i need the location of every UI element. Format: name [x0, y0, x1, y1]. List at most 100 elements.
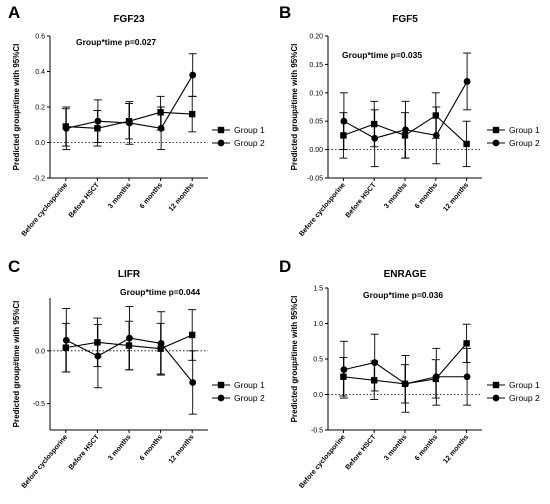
x-tick-label: 3 months: [107, 182, 132, 210]
panel-letter: D: [279, 257, 291, 276]
legend-label: Group 2: [234, 393, 265, 403]
legend-marker: [217, 126, 225, 134]
x-tick-label: Before cyclosporine: [298, 434, 347, 490]
panel-title: FGF23: [113, 14, 145, 25]
series-group-1: [61, 309, 197, 375]
y-axis-label: Predicted group#time with 95%CI: [12, 44, 21, 171]
y-axis-label: Predicted group#time with 95%CI: [12, 301, 21, 428]
series-group-2: [339, 52, 472, 168]
data-point: [189, 71, 197, 79]
y-axis-label: Predicted group#time with 95%CI: [290, 296, 299, 423]
legend-entry: Group 1: [212, 125, 265, 135]
x-tick-label: 3 months: [107, 434, 132, 462]
x-tick-label: Before cyclosporine: [298, 182, 347, 238]
y-tick-label: 0.10: [309, 90, 323, 97]
panel-title: LIFR: [118, 269, 141, 280]
series-group-2: [62, 53, 197, 151]
y-tick-label: 0.5: [313, 357, 323, 364]
data-point: [340, 373, 347, 380]
data-point: [432, 112, 439, 119]
data-point: [62, 336, 70, 344]
x-tick-label: 12 months: [168, 434, 196, 465]
data-point: [94, 125, 101, 132]
legend-marker: [217, 381, 225, 389]
y-tick-label: 0.15: [309, 62, 323, 69]
data-point: [432, 132, 440, 139]
data-point: [157, 124, 165, 132]
x-tick-label: 3 months: [383, 434, 408, 462]
legend-entry: Group 2: [212, 138, 265, 148]
data-point: [463, 340, 470, 347]
y-tick-label: 0.0: [35, 140, 45, 147]
x-tick-label: Before HSCT: [345, 433, 379, 471]
data-point: [189, 110, 196, 118]
legend-label: Group 2: [509, 393, 540, 403]
series-group-1: [339, 323, 471, 404]
data-point: [189, 379, 197, 386]
x-tick-label: 12 months: [168, 182, 196, 213]
data-point: [340, 117, 348, 125]
panel-d: D ENRAGE Group*time p=0.036 Predicted group…: [279, 257, 540, 490]
panel-letter: B: [279, 3, 291, 22]
y-tick-label: 1.5: [313, 286, 323, 293]
x-tick-label: 6 months: [414, 434, 439, 462]
data-point: [94, 117, 102, 125]
data-point: [94, 339, 101, 346]
legend-label: Group 1: [509, 380, 540, 390]
y-tick-label: -0.5: [33, 401, 45, 408]
data-point: [62, 124, 70, 132]
y-tick-label: 0.6: [35, 34, 45, 41]
legend-entry: Group 2: [212, 393, 265, 403]
y-tick-label: 0.4: [35, 69, 45, 76]
y-tick-label: -0.2: [33, 176, 45, 183]
legend-entry: Group 1: [487, 125, 540, 135]
panel-b: B FGF5 Group*time p=0.035 Predicted group#t…: [279, 3, 540, 238]
x-tick-label: Before HSCT: [68, 181, 102, 219]
legend-entry: Group 2: [487, 138, 540, 148]
data-point: [371, 377, 378, 384]
legend-label: Group 2: [509, 138, 540, 148]
legend-label: Group 2: [234, 138, 265, 148]
panel-letter: A: [8, 3, 20, 22]
y-tick-label: 0.2: [35, 105, 45, 112]
legend-marker: [217, 394, 225, 402]
y-tick-label: -0.05: [307, 176, 323, 183]
data-point: [402, 126, 409, 134]
x-tick-label: 12 months: [442, 182, 470, 213]
data-point: [126, 334, 133, 342]
y-tick-label: 1.0: [313, 321, 323, 328]
x-tick-label: 3 months: [383, 182, 408, 210]
y-tick-label: -0.5: [311, 428, 323, 435]
panel-title: ENRAGE: [384, 269, 427, 280]
x-tick-label: Before cyclosporine: [21, 434, 70, 490]
p-value-annotation: Group*time p=0.035: [342, 50, 422, 60]
legend-label: Group 1: [234, 380, 265, 390]
data-point: [401, 132, 409, 139]
data-point: [94, 352, 102, 360]
x-tick-label: 6 months: [139, 182, 164, 210]
data-point: [371, 134, 379, 142]
legend-marker: [492, 394, 500, 402]
legend-entry: Group 2: [487, 393, 540, 403]
panel-a: A FGF23 Group*time p=0.027 Predicted group#…: [8, 3, 265, 238]
legend-label: Group 1: [509, 125, 540, 135]
data-point: [463, 78, 471, 85]
series-group-1: [339, 92, 471, 168]
series-group-2: [339, 333, 472, 413]
y-axis-label: Predicted group#time with 95%CI: [290, 44, 299, 171]
p-value-annotation: Group*time p=0.044: [120, 287, 200, 297]
x-tick-label: Before HSCT: [345, 181, 379, 219]
x-tick-label: 6 months: [414, 182, 439, 210]
y-tick-label: 0.05: [309, 119, 323, 126]
x-tick-label: 6 months: [139, 434, 164, 462]
panel-c: C LIFR Group*time p=0.044 Predicted group#t…: [8, 257, 265, 490]
p-value-annotation: Group*time p=0.027: [76, 37, 156, 47]
data-point: [157, 340, 165, 347]
data-point: [189, 331, 196, 339]
data-point: [340, 366, 348, 374]
panel-title: FGF5: [392, 14, 418, 25]
data-point: [126, 119, 133, 127]
legend-marker: [492, 139, 500, 147]
data-point: [62, 344, 69, 351]
x-tick-label: 12 months: [442, 434, 470, 465]
